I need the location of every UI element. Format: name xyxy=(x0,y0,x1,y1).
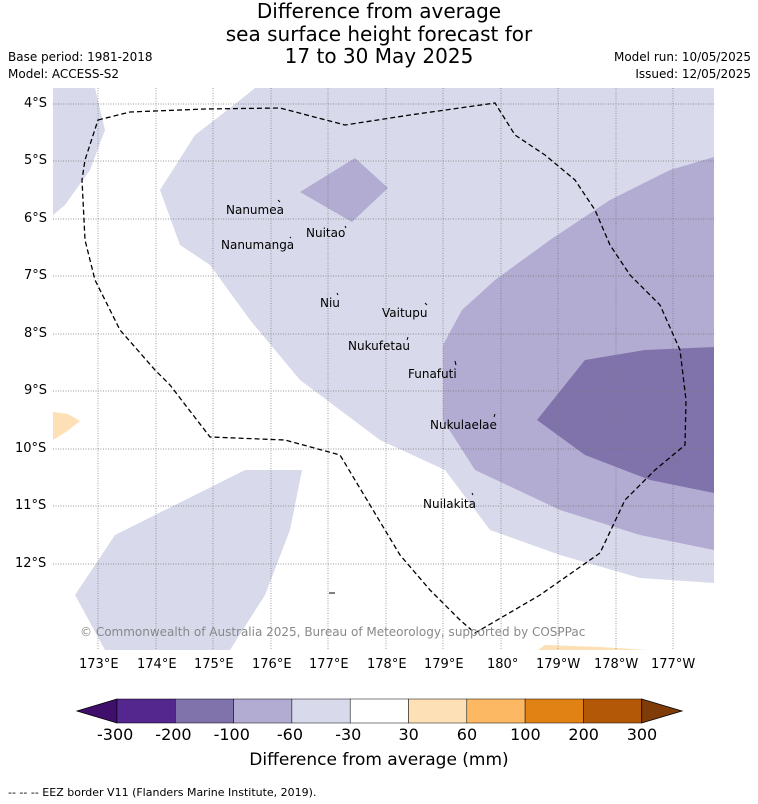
lon-label-177w: 177°W xyxy=(651,657,696,672)
colorbar-tick-label: -60 xyxy=(276,725,304,744)
lon-label-177e: 177°E xyxy=(309,657,349,672)
colorbar-tick-label: 200 xyxy=(568,725,599,744)
colorbar-tick-label: 60 xyxy=(456,725,478,744)
title-line-2: sea surface height forecast for xyxy=(225,21,533,46)
anomaly-region-strong xyxy=(537,347,714,493)
island-label-niu: Niu xyxy=(320,296,340,310)
colorbar-tick-label: -200 xyxy=(155,725,192,744)
lon-label-176e: 176°E xyxy=(252,657,292,672)
colorbar-tick-label: -30 xyxy=(335,725,362,744)
anomaly-region-medium-north xyxy=(300,158,388,222)
colorbar-tick-label: 300 xyxy=(626,725,658,744)
model-run-text: Model run: 10/05/2025 xyxy=(613,50,751,64)
colorbar-tick-label: -100 xyxy=(213,725,250,744)
colorbar-swatch xyxy=(466,698,526,724)
lon-label-179e: 179°E xyxy=(424,657,464,672)
graticule xyxy=(53,88,714,650)
lat-label-10s: 10°S xyxy=(15,441,47,456)
lon-label-179w: 179°W xyxy=(536,657,581,672)
copyright-credit: © Commonwealth of Australia 2025, Bureau… xyxy=(80,625,586,639)
lon-label-174e: 174°E xyxy=(137,657,177,672)
lat-label-6s: 6°S xyxy=(24,211,48,226)
model-text: Model: ACCESS-S2 xyxy=(8,67,120,81)
lat-label-4s: 4°S xyxy=(24,96,48,111)
title-line-1: Difference from average xyxy=(256,0,502,23)
anomaly-region-positive-west xyxy=(53,412,80,440)
colorbar-swatch xyxy=(233,698,293,724)
lat-label-11s: 11°S xyxy=(15,498,47,513)
colorbar-label: Difference from average (mm) xyxy=(249,750,509,770)
anomaly-region-light-southwest xyxy=(75,470,302,650)
colorbar xyxy=(75,698,684,724)
meta-left: Base period: 1981-2018 Model: ACCESS-S2 xyxy=(8,49,153,83)
lon-label-180: 180° xyxy=(487,657,519,672)
lat-label-7s: 7°S xyxy=(24,268,48,283)
lat-label-5s: 5°S xyxy=(24,153,48,168)
island-label-nukulaelae: Nukulaelae xyxy=(430,418,497,432)
colorbar-swatch xyxy=(116,698,176,724)
colorbar-swatch xyxy=(524,698,584,724)
eez-legend-note: -- -- -- EEZ border V11 (Flanders Marine… xyxy=(8,786,317,799)
title-line-3: 17 to 30 May 2025 xyxy=(284,44,474,68)
lat-label-8s: 8°S xyxy=(24,326,48,341)
anomaly-region-positive-south xyxy=(538,645,647,650)
lon-label-175e: 175°E xyxy=(194,657,234,672)
colorbar-swatch xyxy=(408,698,468,724)
lon-label-173e: 173°E xyxy=(79,657,119,672)
colorbar-extend-high xyxy=(641,698,684,724)
colorbar-tick-label: -300 xyxy=(97,725,134,744)
colorbar-tick-label: 100 xyxy=(510,725,541,744)
lon-label-178e: 178°E xyxy=(367,657,407,672)
island-label-nanumanga: Nanumanga xyxy=(221,238,295,252)
island-label-nuitao: Nuitao xyxy=(306,226,346,240)
lat-label-12s: 12°S xyxy=(15,556,47,571)
lat-label-9s: 9°S xyxy=(24,383,48,398)
colorbar-swatch xyxy=(175,698,234,724)
colorbar-swatch xyxy=(583,698,642,724)
anomaly-region-light-northwest xyxy=(53,88,105,215)
island-label-funafuti: Funafuti xyxy=(408,367,457,381)
map-title: Difference from average sea surface heig… xyxy=(0,0,758,68)
island-label-vaitupu: Vaitupu xyxy=(382,306,428,320)
issued-text: Issued: 12/05/2025 xyxy=(635,67,751,81)
colorbar-swatch xyxy=(349,698,409,724)
eez-border xyxy=(81,102,687,634)
island-label-nanumea: Nanumea xyxy=(226,203,284,217)
meta-right: Model run: 10/05/2025 Issued: 12/05/2025 xyxy=(614,49,751,83)
colorbar-tick-label: 30 xyxy=(398,725,419,744)
island-markers xyxy=(277,199,496,594)
base-period-text: Base period: 1981-2018 xyxy=(8,50,153,64)
colorbar-extend-low xyxy=(75,698,118,724)
colorbar-swatch xyxy=(291,698,351,724)
island-label-nuilakita: Nuilakita xyxy=(423,497,476,511)
island-label-nukufetau: Nukufetau xyxy=(348,339,411,353)
lon-label-178w: 178°W xyxy=(594,657,639,672)
